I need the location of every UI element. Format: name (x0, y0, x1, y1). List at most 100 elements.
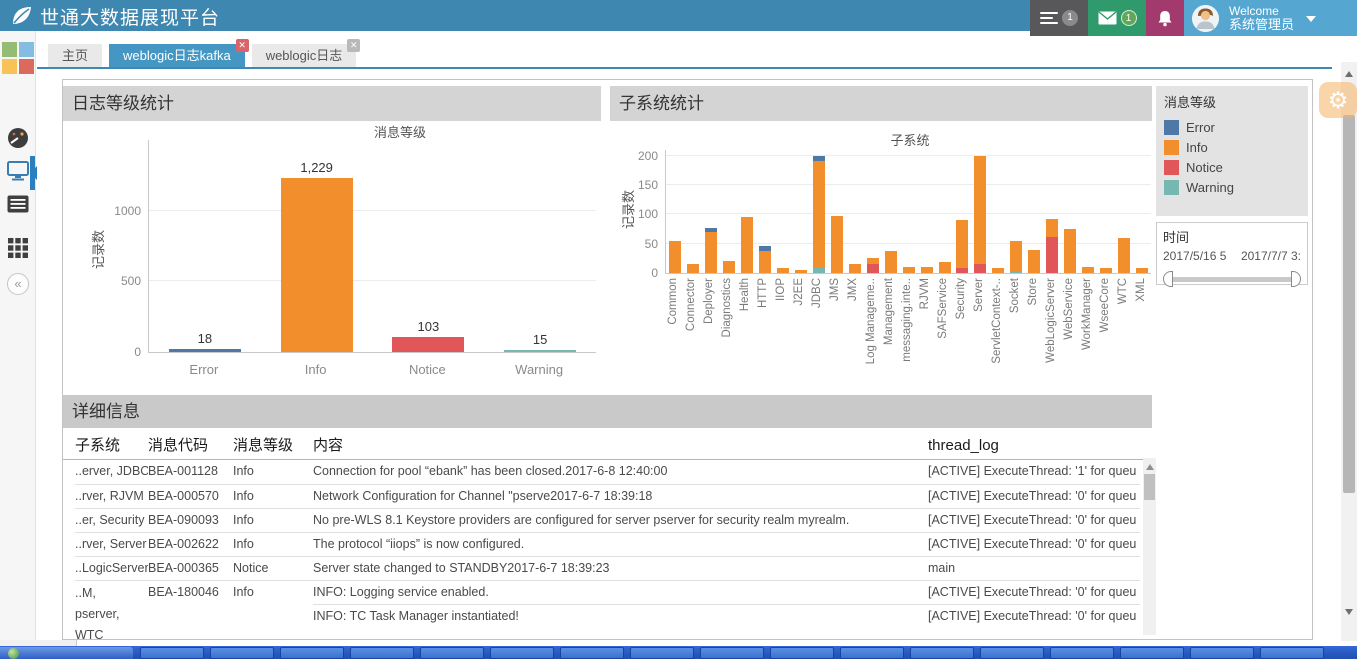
cell-subsystem[interactable]: ..LogicServer (75, 556, 148, 580)
taskbar-button[interactable] (210, 647, 274, 659)
header-bell-button[interactable] (1146, 0, 1184, 36)
stacked-bar-Server[interactable] (974, 155, 987, 273)
stacked-bar-messaging.inte..[interactable] (902, 267, 915, 273)
table-scrollbar[interactable] (1143, 458, 1156, 635)
taskbar-button[interactable] (1260, 647, 1324, 659)
segment-Notice[interactable] (956, 267, 969, 273)
stacked-bar-JMX[interactable] (848, 264, 861, 273)
taskbar-quicklaunch[interactable] (0, 647, 133, 659)
cell-level[interactable]: Info (233, 580, 313, 604)
stacked-bar-IIOP[interactable] (776, 268, 789, 273)
stacked-bar-XML[interactable] (1136, 268, 1149, 273)
stacked-bar-JDBC[interactable] (812, 155, 825, 273)
column-header-消息等级[interactable]: 消息等级 (233, 437, 294, 454)
cell-content[interactable]: INFO: TC Task Manager instantiated! (313, 604, 928, 628)
segment-Info[interactable] (668, 241, 681, 273)
slider-handle-left[interactable] (1163, 271, 1173, 287)
stacked-bar-ServletContext-..[interactable] (992, 268, 1005, 273)
cell-code[interactable]: BEA-001128 (148, 464, 218, 478)
bar-Warning[interactable]: 15 (504, 332, 577, 352)
slider-track[interactable] (1167, 277, 1297, 282)
cell-level[interactable]: Info (233, 532, 313, 556)
taskbar-button[interactable] (980, 647, 1044, 659)
column-header-消息代码[interactable]: 消息代码 (148, 437, 209, 454)
cell-code[interactable]: BEA-180046 (148, 580, 233, 604)
legend-item-Error[interactable]: Error (1164, 117, 1300, 137)
stacked-bar-JMS[interactable] (830, 215, 843, 273)
taskbar-button[interactable] (140, 647, 204, 659)
segment-Info[interactable] (794, 270, 807, 273)
segment-Info[interactable] (848, 264, 861, 273)
cell-code[interactable]: BEA-000570 (148, 484, 233, 508)
segment-Error[interactable] (812, 155, 825, 161)
stacked-bar-RJVM[interactable] (920, 267, 933, 273)
stacked-bar-SAFService[interactable] (938, 261, 951, 273)
taskbar-button[interactable] (1190, 647, 1254, 659)
taskbar-button[interactable] (350, 647, 414, 659)
taskbar-button[interactable] (280, 647, 344, 659)
stacked-bar-Security[interactable] (956, 220, 969, 273)
cell-content[interactable]: Connection for pool “ebank” has been clo… (313, 464, 668, 478)
slider-handle-right[interactable] (1291, 271, 1301, 287)
sidebar-item-apps[interactable] (0, 230, 36, 266)
taskbar-button[interactable] (490, 647, 554, 659)
stacked-bar-Socket[interactable] (1010, 241, 1023, 273)
column-header-子系统[interactable]: 子系统 (75, 437, 121, 454)
segment-Info[interactable] (938, 261, 951, 273)
segment-Info[interactable] (884, 250, 897, 273)
segment-Info[interactable] (992, 268, 1005, 273)
segment-Info[interactable] (902, 267, 915, 273)
cell-content[interactable]: No pre-WLS 8.1 Keystore providers are co… (313, 508, 928, 532)
cell-code[interactable] (148, 604, 233, 628)
cell-thread[interactable]: main (928, 556, 1140, 580)
stacked-bar-Deployer[interactable] (704, 227, 717, 273)
sidebar-item-dashboard[interactable] (0, 120, 36, 156)
stacked-bar-Common[interactable] (668, 241, 681, 273)
cell-thread[interactable]: [ACTIVE] ExecuteThread: '0' for queu (928, 508, 1140, 532)
cell-thread[interactable]: [ACTIVE] ExecuteThread: '1' for queu (928, 464, 1137, 478)
bar-Info[interactable]: 1,229 (280, 160, 353, 352)
segment-Info[interactable] (722, 261, 735, 273)
cell-level[interactable] (233, 604, 313, 628)
stacked-bar-Health[interactable] (740, 216, 753, 273)
settings-gear-button[interactable]: ⚙ (1319, 82, 1357, 118)
cell-code[interactable]: BEA-090093 (148, 508, 233, 532)
stacked-bar-Management[interactable] (884, 250, 897, 273)
cell-level[interactable]: Info (233, 484, 313, 508)
stacked-bar-WseeCore[interactable] (1100, 268, 1113, 273)
segment-Error[interactable] (758, 246, 771, 251)
segment-Notice[interactable] (974, 263, 987, 273)
segment-Info[interactable] (1136, 268, 1149, 273)
column-header-内容[interactable]: 内容 (313, 437, 344, 454)
bar-Error[interactable]: 18 (168, 331, 241, 352)
stacked-bar-Connector[interactable] (686, 264, 699, 273)
segment-Info[interactable] (812, 160, 825, 267)
cell-content[interactable]: Server state changed to STANDBY2017-6-7 … (313, 556, 928, 580)
taskbar-button[interactable] (420, 647, 484, 659)
sidebar-item-screens[interactable] (0, 153, 36, 189)
stacked-bar-WebService[interactable] (1064, 228, 1077, 273)
taskbar-button[interactable] (560, 647, 624, 659)
tab-close-icon[interactable]: ✕ (347, 39, 361, 52)
stacked-bar-WTC[interactable] (1118, 237, 1131, 273)
taskbar-button[interactable] (1120, 647, 1184, 659)
page-scroll-down-icon[interactable] (1345, 609, 1353, 619)
start-button[interactable] (8, 648, 19, 659)
page-scrollbar[interactable] (1341, 62, 1357, 641)
stacked-bar-HTTP[interactable] (758, 246, 771, 273)
cell-subsystem[interactable]: ..rver, Server (75, 532, 148, 556)
segment-Info[interactable] (1010, 241, 1023, 271)
taskbar-button[interactable] (700, 647, 764, 659)
cell-subsystem[interactable] (75, 604, 148, 628)
stacked-bar-WebLogicServer[interactable] (1046, 219, 1059, 273)
sidebar-collapse-button[interactable]: « (0, 266, 36, 302)
page-scroll-up-icon[interactable] (1345, 67, 1353, 77)
segment-Info[interactable] (1064, 228, 1077, 273)
segment-Info[interactable] (830, 215, 843, 273)
segment-Info[interactable] (1100, 268, 1113, 273)
segment-Warning[interactable] (812, 266, 825, 273)
header-menu-button[interactable]: 1 (1030, 0, 1088, 36)
stacked-bar-Diagnostics[interactable] (722, 261, 735, 273)
segment-Notice[interactable] (866, 263, 879, 273)
cell-subsystem[interactable]: ..erver, JDBC (75, 464, 148, 478)
